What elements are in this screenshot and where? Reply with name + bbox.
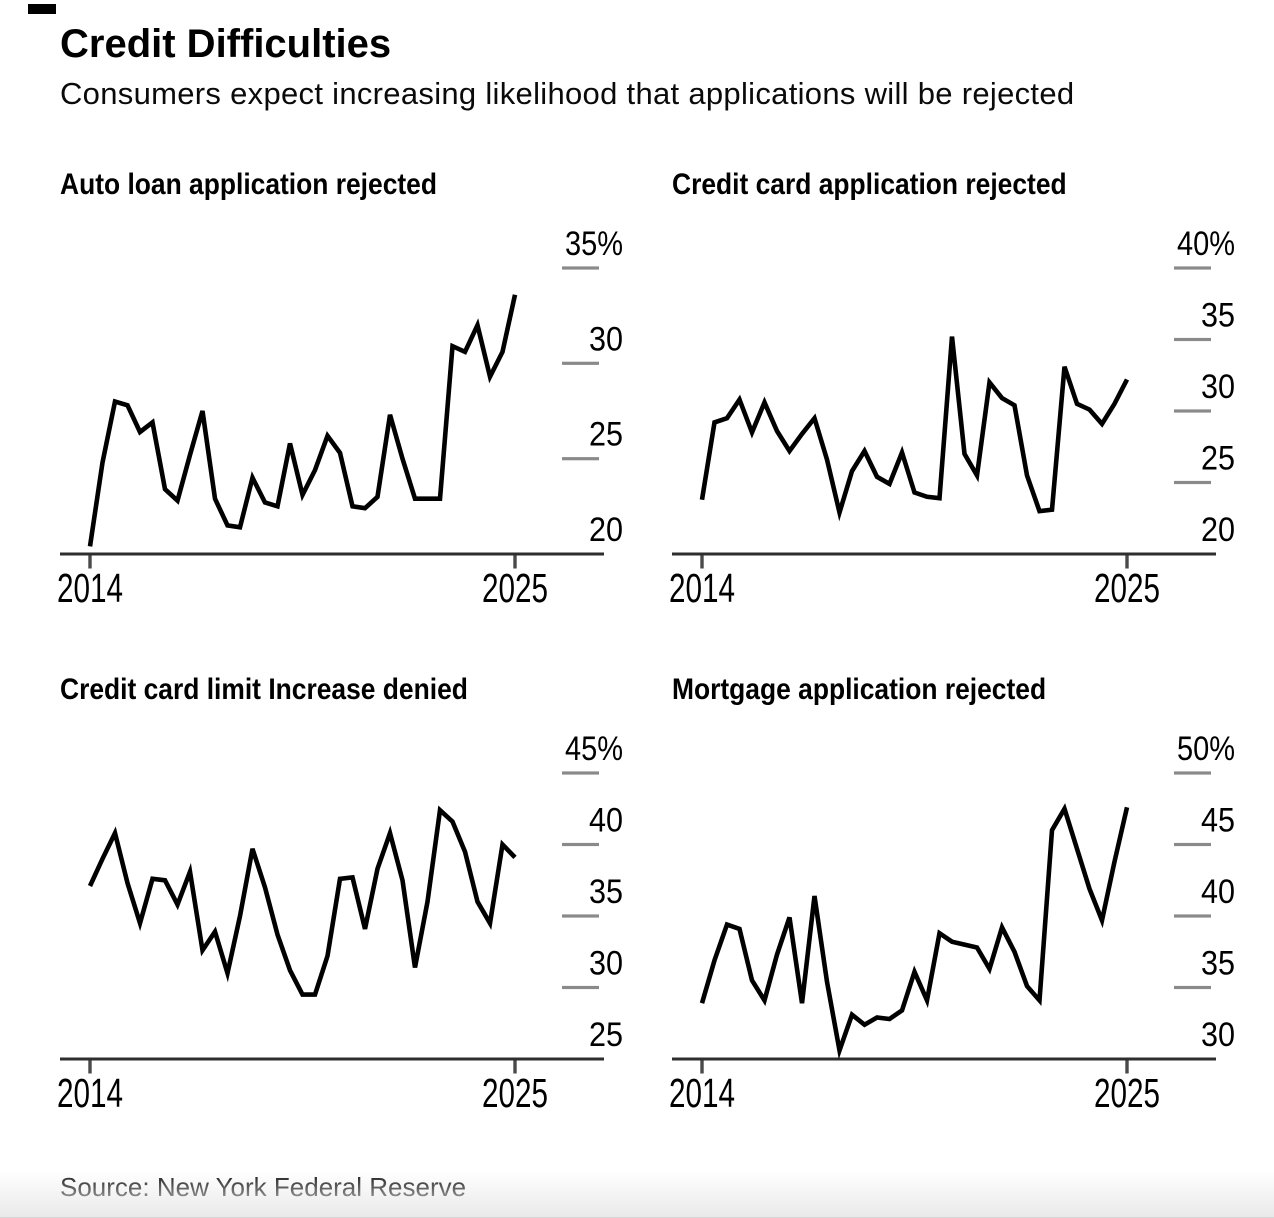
x-axis-tick-label: 2025	[482, 1070, 548, 1116]
x-axis-tick	[1125, 1060, 1129, 1074]
chart-title-auto-loan: Auto loan application rejected	[60, 168, 437, 201]
x-axis-tick-label: 2025	[1094, 1070, 1160, 1116]
y-axis-tick-label: 20	[1201, 511, 1235, 549]
y-axis-tick-label: 50%	[1177, 730, 1235, 768]
data-line-series	[87, 805, 517, 997]
chart-title-mortgage: Mortgage application rejected	[672, 673, 1047, 706]
y-tick-dash	[562, 771, 599, 775]
line-chart-mortgage: 50% 45 40 35 30 2014 2025	[669, 730, 1235, 1116]
x-axis-line	[672, 1057, 1216, 1061]
y-axis-tick-label: 45%	[565, 730, 623, 768]
x-axis-tick-label: 2014	[57, 1070, 123, 1116]
x-axis-tick	[88, 1060, 92, 1074]
x-axis-line	[60, 552, 604, 556]
data-line-series	[699, 336, 1130, 522]
y-tick-dash	[562, 457, 599, 461]
y-tick-dash	[1174, 480, 1211, 485]
y-tick-dash	[1174, 842, 1211, 847]
y-axis-tick-label: 25	[1201, 440, 1235, 478]
y-axis-tick-label: 25	[589, 416, 623, 454]
data-line-series	[87, 294, 518, 547]
y-axis-tick-label: 35	[589, 873, 623, 911]
y-tick-dash	[562, 361, 599, 365]
y-axis-tick-label: 40	[589, 802, 623, 840]
y-tick-dash	[562, 985, 599, 990]
y-axis-tick-label: 40	[1201, 873, 1235, 911]
y-tick-dash	[562, 842, 599, 847]
y-axis-tick-label: 40%	[1177, 225, 1235, 263]
y-axis-tick-label: 45	[1201, 802, 1235, 840]
x-axis-tick	[88, 555, 92, 569]
x-axis-line	[60, 1057, 604, 1061]
x-axis-tick	[513, 1060, 517, 1074]
chart-title-credit-card: Credit card application rejected	[672, 168, 1067, 201]
x-axis-tick-label: 2014	[669, 565, 735, 611]
page-bottom-fade	[0, 1171, 1274, 1218]
y-axis-tick-label: 30	[1201, 1016, 1235, 1054]
x-axis-tick	[700, 555, 704, 569]
line-chart-auto-loan: 35% 30 25 20 2014 2025	[57, 225, 623, 611]
x-axis-tick	[513, 555, 517, 569]
y-axis-tick-label: 30	[589, 320, 623, 358]
x-axis-tick	[700, 1060, 704, 1074]
y-axis-tick-label: 35	[1201, 945, 1235, 983]
x-axis-tick-label: 2025	[482, 565, 548, 611]
y-tick-dash	[562, 914, 599, 918]
y-axis-tick-label: 30	[1201, 368, 1235, 406]
y-axis-tick-label: 30	[589, 945, 623, 983]
page-title: Credit Difficulties	[60, 22, 392, 66]
y-tick-dash	[1174, 409, 1211, 413]
x-axis-line	[672, 552, 1216, 556]
x-axis-tick-label: 2014	[57, 565, 123, 611]
line-chart-credit-card: 40% 35 30 25 20 2014 2025	[669, 225, 1235, 611]
y-tick-dash	[1174, 337, 1211, 342]
y-axis-tick-label: 35	[1201, 297, 1235, 335]
x-axis-tick	[1125, 555, 1129, 569]
line-chart-limit-increase: 45% 40 35 30 25 2014 2025	[57, 730, 623, 1116]
data-line-series	[699, 803, 1130, 1060]
y-axis-tick-label: 35%	[565, 225, 623, 263]
y-tick-dash	[1174, 771, 1211, 775]
brand-mark	[28, 4, 56, 14]
y-tick-dash	[1174, 914, 1211, 918]
x-axis-tick-label: 2025	[1094, 565, 1160, 611]
chart-title-limit-increase: Credit card limit Increase denied	[60, 673, 468, 706]
y-axis-tick-label: 20	[589, 511, 623, 549]
x-axis-tick-label: 2014	[669, 1070, 735, 1116]
page-subtitle: Consumers expect increasing likelihood t…	[60, 76, 1075, 111]
y-axis-tick-label: 25	[589, 1016, 623, 1054]
y-tick-dash	[562, 266, 599, 270]
y-tick-dash	[1174, 985, 1211, 990]
y-tick-dash	[1174, 266, 1211, 270]
